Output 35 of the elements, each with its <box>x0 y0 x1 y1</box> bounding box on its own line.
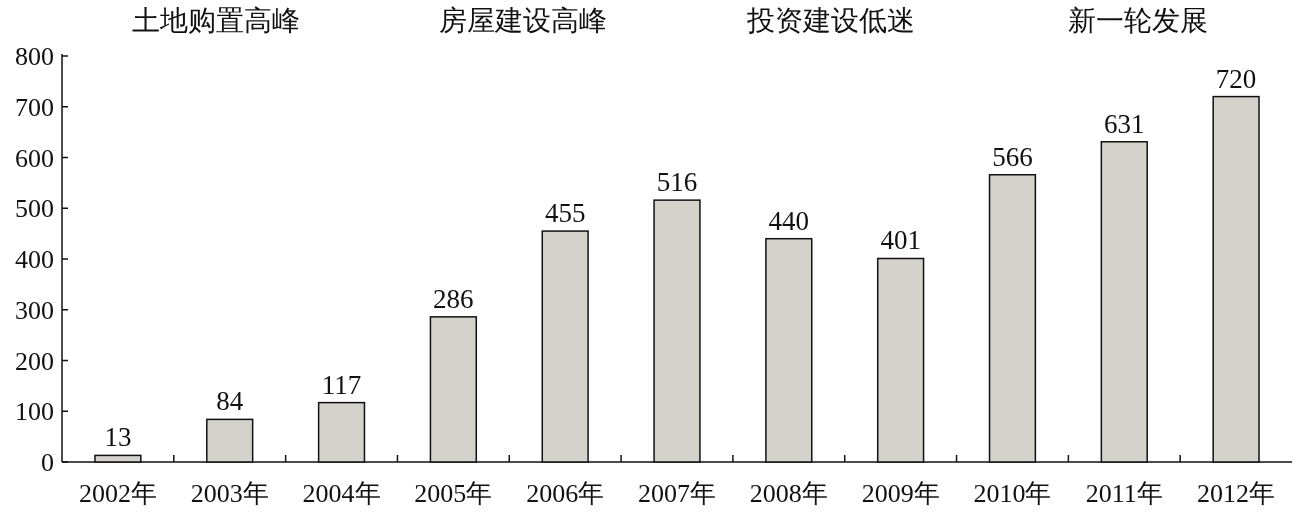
text: 土地购置高峰 <box>131 5 300 36</box>
text: 新一轮发展 <box>1068 5 1209 36</box>
x-tick-label: 2010年 <box>973 479 1052 508</box>
data-label: 516 <box>656 167 698 198</box>
y-tick-label: 600 <box>15 143 54 173</box>
x-tick-label: 2003年 <box>190 479 269 508</box>
x-tick-label: 2012年 <box>1197 479 1276 508</box>
x-tick-label: 2004年 <box>302 479 381 508</box>
data-label: 440 <box>768 205 810 236</box>
data-label: 720 <box>1215 63 1257 94</box>
x-tick-label: 2007年 <box>638 479 716 508</box>
y-tick-label: 200 <box>15 346 54 376</box>
y-tick-label: 800 <box>15 42 54 71</box>
data-label: 455 <box>544 198 586 229</box>
data-label: 13 <box>104 422 132 453</box>
x-tick-label: 2005年 <box>414 479 493 508</box>
text: 房屋建设高峰 <box>439 5 608 36</box>
data-label: 117 <box>321 369 362 400</box>
y-tick-label: 400 <box>15 245 54 274</box>
text: 投资建设低迷 <box>745 5 915 36</box>
x-tick-label: 2006年 <box>526 479 605 508</box>
data-label: 566 <box>992 141 1033 172</box>
x-tick-label: 2009年 <box>861 479 940 508</box>
x-tick-label: 2002年 <box>78 479 157 508</box>
data-label: 631 <box>1104 108 1145 139</box>
y-tick-label: 0 <box>41 448 54 477</box>
x-tick-label: 2008年 <box>749 479 828 508</box>
y-tick-label: 700 <box>15 92 54 122</box>
y-tick-label: 500 <box>15 194 54 224</box>
data-label: 286 <box>433 283 474 314</box>
data-label: 401 <box>880 225 921 256</box>
x-tick-label: 2011年 <box>1085 479 1163 508</box>
data-label: 84 <box>216 386 244 417</box>
y-tick-label: 300 <box>15 295 54 325</box>
y-tick-label: 100 <box>15 397 54 427</box>
